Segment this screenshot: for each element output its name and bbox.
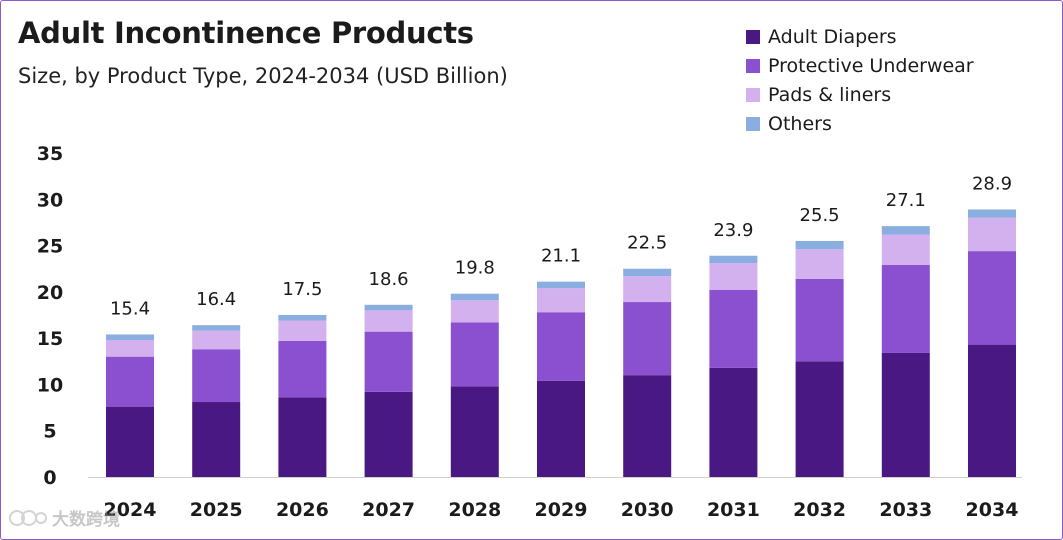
bar-pads-liners-2024	[106, 339, 154, 357]
y-tick-label-5: 5	[43, 421, 56, 443]
legend-label-adult-diapers: Adult Diapers	[768, 25, 897, 48]
bar-protective-underwear-2029	[537, 312, 585, 381]
bar-protective-underwear-2027	[364, 331, 413, 392]
chart-title: Adult Incontinence Products	[18, 16, 474, 50]
bar-others-2034	[968, 209, 1016, 218]
bar-protective-underwear-2034	[968, 251, 1016, 345]
legend: Adult Diapers Protective Underwear Pads …	[746, 22, 974, 138]
bar-pads-liners-2025	[192, 330, 241, 350]
x-tick-label-2033: 2033	[879, 499, 932, 521]
legend-item-protective-underwear: Protective Underwear	[746, 51, 974, 80]
legend-label-others: Others	[768, 112, 832, 135]
x-tick-label-2026: 2026	[276, 499, 329, 521]
bar-protective-underwear-2024	[106, 356, 154, 407]
total-label-2026: 17.5	[282, 279, 322, 300]
total-label-2024: 15.4	[110, 298, 150, 319]
bar-pads-liners-2027	[364, 310, 413, 332]
total-label-2034: 28.9	[972, 173, 1012, 194]
legend-label-pads-liners: Pads & liners	[768, 83, 892, 106]
bar-others-2025	[192, 325, 241, 331]
bar-adult-diapers-2025	[192, 402, 241, 477]
bar-pads-liners-2033	[881, 234, 930, 266]
bar-others-2030	[623, 268, 672, 277]
bar-adult-diapers-2029	[537, 380, 585, 477]
legend-label-protective-underwear: Protective Underwear	[768, 54, 974, 77]
legend-swatch-protective-underwear	[746, 58, 760, 73]
x-tick-label-2028: 2028	[448, 499, 501, 521]
bar-protective-underwear-2032	[795, 278, 844, 362]
x-tick-label-2030: 2030	[621, 499, 674, 521]
chart-subtitle: Size, by Product Type, 2024-2034 (USD Bi…	[18, 64, 508, 88]
watermark-logo-icon	[9, 509, 47, 526]
legend-item-others: Others	[746, 109, 974, 138]
bar-others-2027	[364, 304, 413, 311]
bar-pads-liners-2032	[795, 249, 844, 279]
bar-others-2033	[881, 226, 930, 235]
bar-adult-diapers-2032	[795, 361, 844, 477]
bar-pads-liners-2034	[968, 217, 1016, 252]
total-label-2027: 18.6	[369, 269, 409, 290]
bar-pads-liners-2030	[623, 276, 672, 303]
y-tick-label-0: 0	[43, 467, 56, 489]
bar-others-2026	[278, 315, 327, 321]
bar-protective-underwear-2026	[278, 340, 327, 398]
bar-pads-liners-2029	[537, 288, 585, 313]
bar-adult-diapers-2026	[278, 397, 327, 477]
bar-pads-liners-2028	[450, 300, 499, 323]
total-label-2029: 21.1	[541, 246, 581, 267]
total-label-2031: 23.9	[713, 220, 753, 241]
total-label-2033: 27.1	[886, 190, 926, 211]
bar-others-2032	[795, 240, 844, 250]
bar-protective-underwear-2028	[450, 322, 499, 387]
bar-adult-diapers-2028	[450, 386, 499, 477]
y-tick-label-35: 35	[37, 143, 63, 165]
y-tick-label-30: 30	[37, 189, 63, 211]
total-label-2028: 19.8	[455, 258, 495, 279]
watermark-text: 大数跨境	[52, 510, 120, 530]
x-tick-label-2032: 2032	[793, 499, 846, 521]
total-label-2030: 22.5	[627, 233, 667, 254]
x-tick-label-2029: 2029	[535, 499, 588, 521]
bar-adult-diapers-2024	[106, 406, 154, 477]
y-tick-label-20: 20	[37, 282, 63, 304]
bar-others-2031	[709, 255, 758, 264]
x-tick-label-2027: 2027	[362, 499, 415, 521]
legend-swatch-others	[746, 116, 760, 131]
total-label-2032: 25.5	[800, 205, 840, 226]
y-tick-label-25: 25	[37, 236, 63, 258]
bar-protective-underwear-2031	[709, 290, 758, 368]
legend-item-adult-diapers: Adult Diapers	[746, 22, 974, 51]
x-tick-label-2031: 2031	[707, 499, 760, 521]
bar-others-2024	[106, 334, 154, 340]
legend-swatch-pads-liners	[746, 87, 760, 102]
x-tick-label-2034: 2034	[966, 499, 1019, 521]
total-label-2025: 16.4	[196, 289, 236, 310]
bar-adult-diapers-2027	[364, 391, 413, 477]
bar-adult-diapers-2031	[709, 367, 758, 477]
legend-swatch-adult-diapers	[746, 29, 760, 44]
bar-others-2029	[537, 281, 585, 289]
bar-pads-liners-2026	[278, 320, 327, 341]
legend-item-pads-liners: Pads & liners	[746, 80, 974, 109]
bar-pads-liners-2031	[709, 263, 758, 291]
bar-adult-diapers-2034	[968, 344, 1016, 477]
y-tick-label-15: 15	[37, 328, 63, 350]
x-tick-label-2024: 2024	[104, 499, 157, 521]
bar-protective-underwear-2033	[881, 265, 930, 353]
x-tick-label-2025: 2025	[190, 499, 243, 521]
bar-adult-diapers-2033	[881, 352, 930, 477]
y-tick-label-10: 10	[37, 374, 63, 396]
bar-protective-underwear-2025	[192, 349, 241, 403]
watermark: 大数跨境	[8, 505, 120, 530]
bar-others-2028	[450, 293, 499, 301]
bar-adult-diapers-2030	[623, 375, 672, 477]
bar-protective-underwear-2030	[623, 302, 672, 376]
